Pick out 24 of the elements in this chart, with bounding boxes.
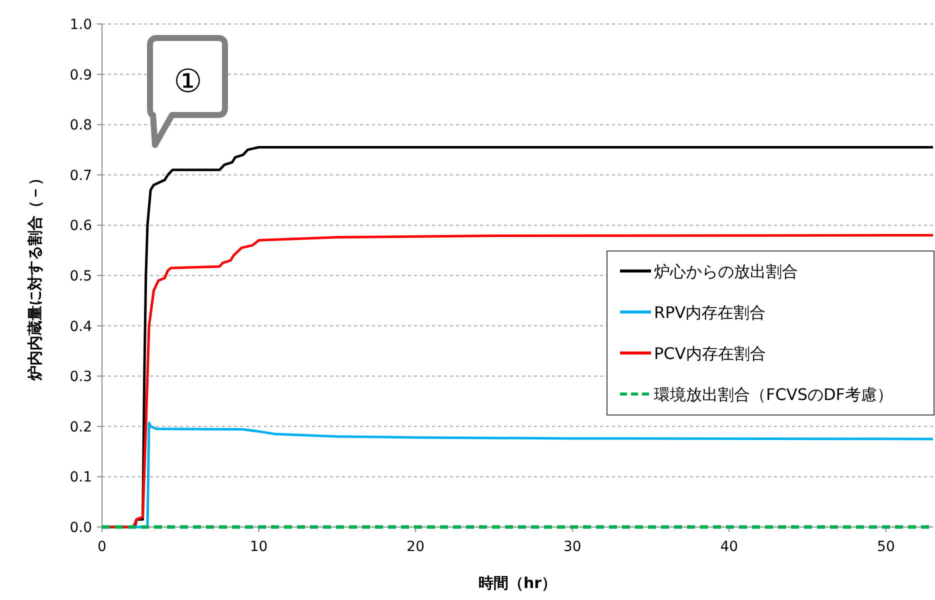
y-tick-label: 0.8 <box>70 118 92 134</box>
x-tick-label: 20 <box>406 539 424 555</box>
annotation: ① <box>174 62 202 100</box>
x-axis-title: 時間（hr） <box>478 574 557 592</box>
y-tick-label: 1.0 <box>70 17 92 33</box>
y-tick-label: 0.9 <box>70 67 92 84</box>
y-tick-label: 0.6 <box>70 218 92 234</box>
x-tick-label: 50 <box>877 539 895 555</box>
y-tick-label: 0.4 <box>70 318 92 335</box>
y-axis-title: 炉内内蔵量に対する割合（－） <box>26 170 44 382</box>
y-tick-label: 0.1 <box>70 470 92 486</box>
x-tick-label: 10 <box>250 539 268 555</box>
legend-label: RPV内存在割合 <box>654 303 766 322</box>
x-tick-label: 30 <box>563 539 582 555</box>
y-tick-label: 0.0 <box>70 520 92 536</box>
x-tick-label: 40 <box>720 539 738 555</box>
legend-label: PCV内存在割合 <box>654 344 766 363</box>
legend-label: 環境放出割合（FCVSのDF考慮） <box>654 385 893 404</box>
x-tick-label: 0 <box>98 539 106 555</box>
y-tick-label: 0.2 <box>70 419 92 436</box>
y-tick-label: 0.3 <box>70 369 92 386</box>
y-tick-label: 0.5 <box>70 268 92 284</box>
legend-label: 炉心からの放出割合 <box>654 262 798 281</box>
y-tick-label: 0.7 <box>70 168 92 184</box>
